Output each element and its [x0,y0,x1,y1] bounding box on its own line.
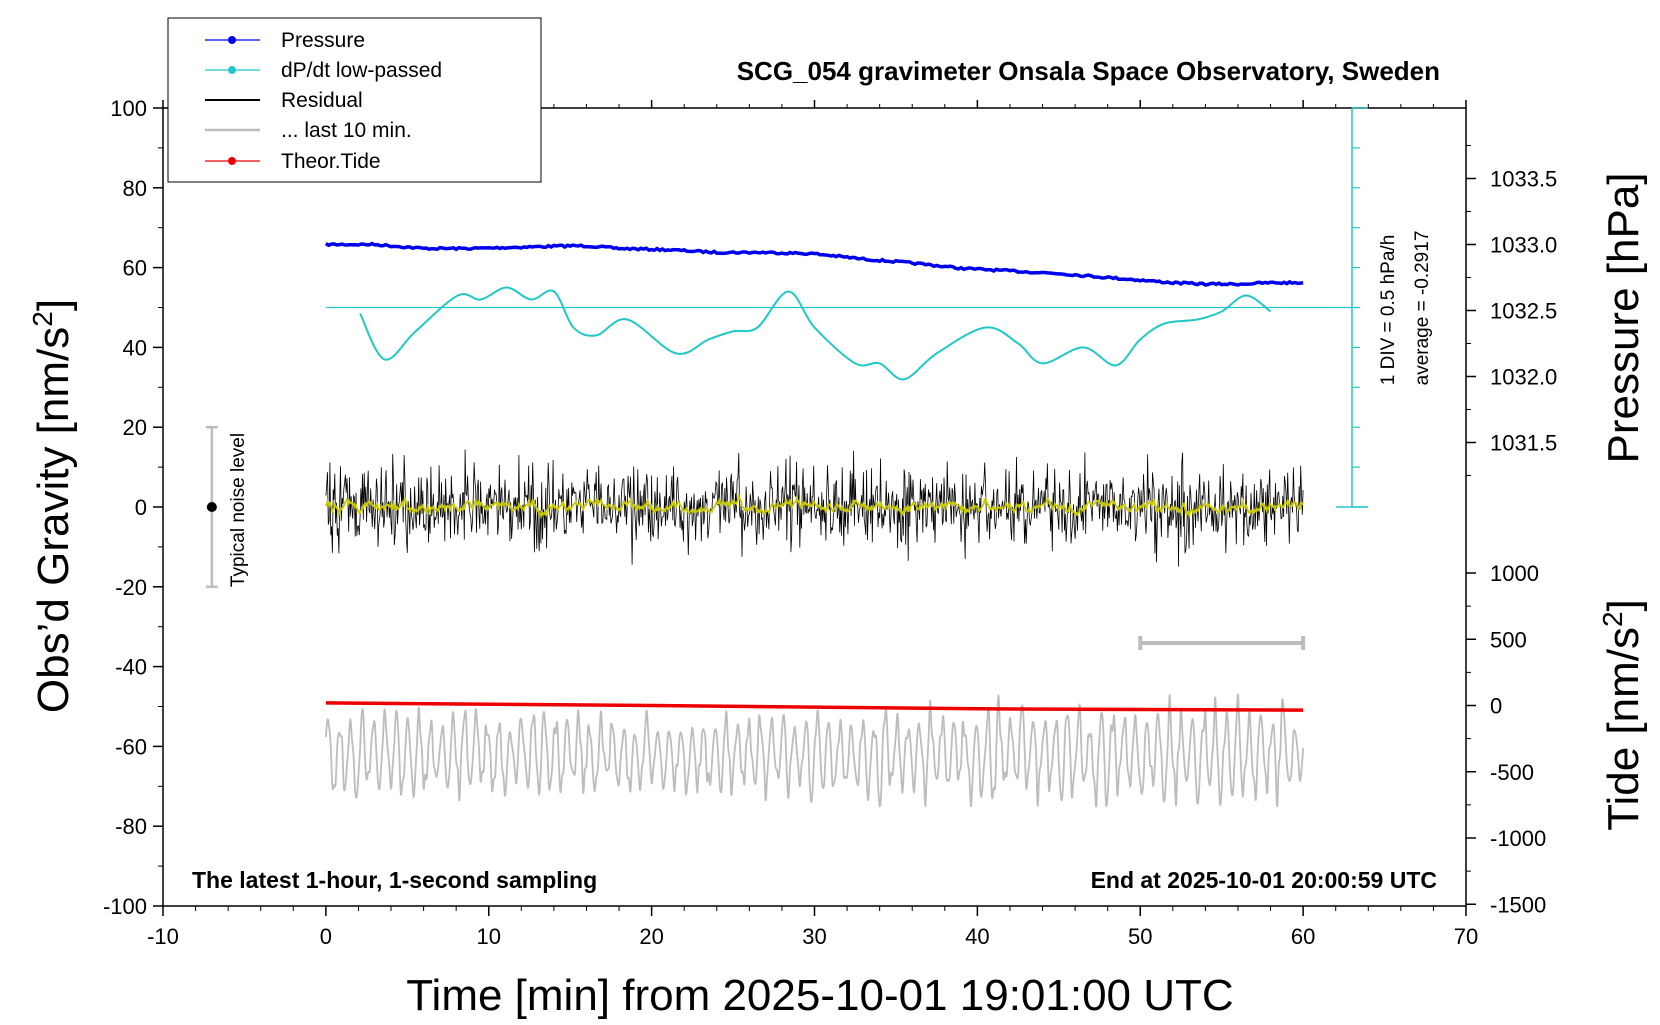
y-tick-label-80: 80 [123,176,147,201]
noise-level-marker [205,425,218,589]
legend-label-pressure: Pressure [281,29,365,52]
series-layer [324,241,1361,808]
legend-marker-dpdt [228,66,236,74]
pressure-tick-label-1031.5: 1031.5 [1490,431,1557,456]
scale-div-label: 1 DIV = 0.5 hPa/h [1378,235,1399,386]
pressure-tick-label-1032.5: 1032.5 [1490,299,1557,324]
y-tick-label-0: 0 [135,495,147,520]
series-tide-line [325,701,1304,712]
noise-center-dot [206,502,217,512]
tide-axis-label: Tide [nm/s2] [1597,599,1648,831]
y-tick-label-100: 100 [110,96,147,121]
tide-axis-label-main: Tide [nm/s [1599,627,1648,831]
y-axis-label-sup: 2 [27,311,58,327]
x-axis-label: Time [min] from 2025-10-01 19:01:00 UTC [406,971,1233,1020]
pressure-tick-label-1033.5: 1033.5 [1490,167,1557,192]
x-tick-label--10: -10 [147,924,179,949]
y-axis-label: Obs’d Gravity [nm/s2] [27,299,78,713]
tide-axis-label-close: ] [1599,599,1648,611]
tide-tick-label--500: -500 [1490,760,1534,785]
legend-label-tide: Theor.Tide [281,150,381,173]
series-residual-smoothed-line [325,493,1304,520]
footer-left-note: The latest 1-hour, 1-second sampling [192,867,597,893]
tide-tick-label--1500: -1500 [1490,892,1546,917]
legend: Pressure dP/dt low-passed Residual ... l… [167,17,542,183]
legend-entry-last10: ... last 10 min. [205,119,412,142]
legend-label-dpdt: dP/dt low-passed [281,59,442,82]
pressure-tick-label-1032.0: 1032.0 [1490,365,1557,390]
legend-entry-residual: Residual [205,89,363,112]
y-axis-ticks: -100 -80 -60 -40 -20 0 20 40 60 80 100 [103,96,163,919]
pressure-axis-label: Pressure [hPa] [1599,172,1648,463]
legend-marker-pressure [228,36,236,44]
footer-right-note: End at 2025-10-01 20:00:59 UTC [1091,867,1437,893]
series-last10-line [325,693,1304,808]
tide-axis-label-sup: 2 [1597,611,1628,627]
tide-tick-label-0: 0 [1490,694,1502,719]
average-label: average = -0.2917 [1412,231,1433,386]
x-tick-label-0: 0 [320,924,332,949]
x-tick-label-20: 20 [639,924,663,949]
noise-level-label: Typical noise level [228,433,249,587]
tide-axis-ticks: -1500 -1000 -500 0 500 1000 [1466,561,1546,917]
x-tick-label-60: 60 [1291,924,1315,949]
legend-entry-dpdt: dP/dt low-passed [205,59,442,82]
y-axis-label-close: ] [29,299,78,311]
series-pressure-line [324,241,1304,287]
y-tick-label-20: 20 [123,415,147,440]
legend-label-last10: ... last 10 min. [281,119,412,142]
chart-title: SCG_054 gravimeter Onsala Space Observat… [737,56,1440,86]
series-residual-line [325,449,1304,567]
y-tick-label-60: 60 [123,256,147,281]
x-tick-label-40: 40 [965,924,989,949]
pressure-axis-ticks: 1031.5 1032.0 1032.5 1033.0 1033.5 [1466,145,1557,476]
x-tick-label-30: 30 [802,924,826,949]
x-tick-label-10: 10 [477,924,501,949]
legend-entry-tide: Theor.Tide [205,150,381,173]
y-tick-label--80: -80 [115,814,147,839]
y-tick-label-40: 40 [123,335,147,360]
pressure-tick-label-1033.0: 1033.0 [1490,233,1557,258]
y-tick-label--40: -40 [115,655,147,680]
x-tick-label-50: 50 [1128,924,1152,949]
y-axis-label-main: Obs’d Gravity [nm/s [29,327,78,713]
legend-entry-pressure: Pressure [205,29,365,52]
series-dpdt-line [359,286,1272,381]
x-tick-label-70: 70 [1454,924,1478,949]
legend-label-residual: Residual [281,89,363,112]
tide-tick-label-1000: 1000 [1490,561,1539,586]
y-tick-label--60: -60 [115,734,147,759]
y-tick-label--20: -20 [115,575,147,600]
tide-tick-label-500: 500 [1490,627,1527,652]
y-tick-label--100: -100 [103,894,147,919]
legend-marker-tide [228,157,236,165]
tide-tick-label--1000: -1000 [1490,826,1546,851]
x-axis-ticks: -10 0 10 20 30 40 50 60 70 [147,100,1478,949]
